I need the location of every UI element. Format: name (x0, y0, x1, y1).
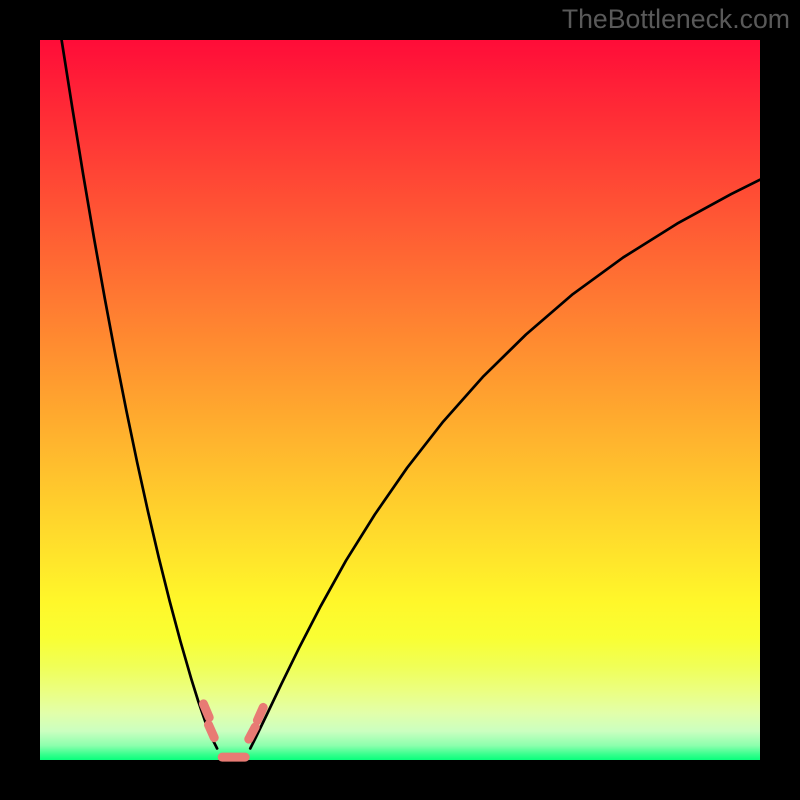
marker-layer (40, 40, 760, 760)
marker-pill (257, 707, 263, 720)
watermark-text: TheBottleneck.com (562, 4, 790, 35)
marker-pill (249, 727, 255, 739)
chart-canvas: TheBottleneck.com (0, 0, 800, 800)
plot-area (40, 40, 760, 760)
marker-pill (203, 704, 209, 718)
marker-pill (208, 725, 214, 738)
